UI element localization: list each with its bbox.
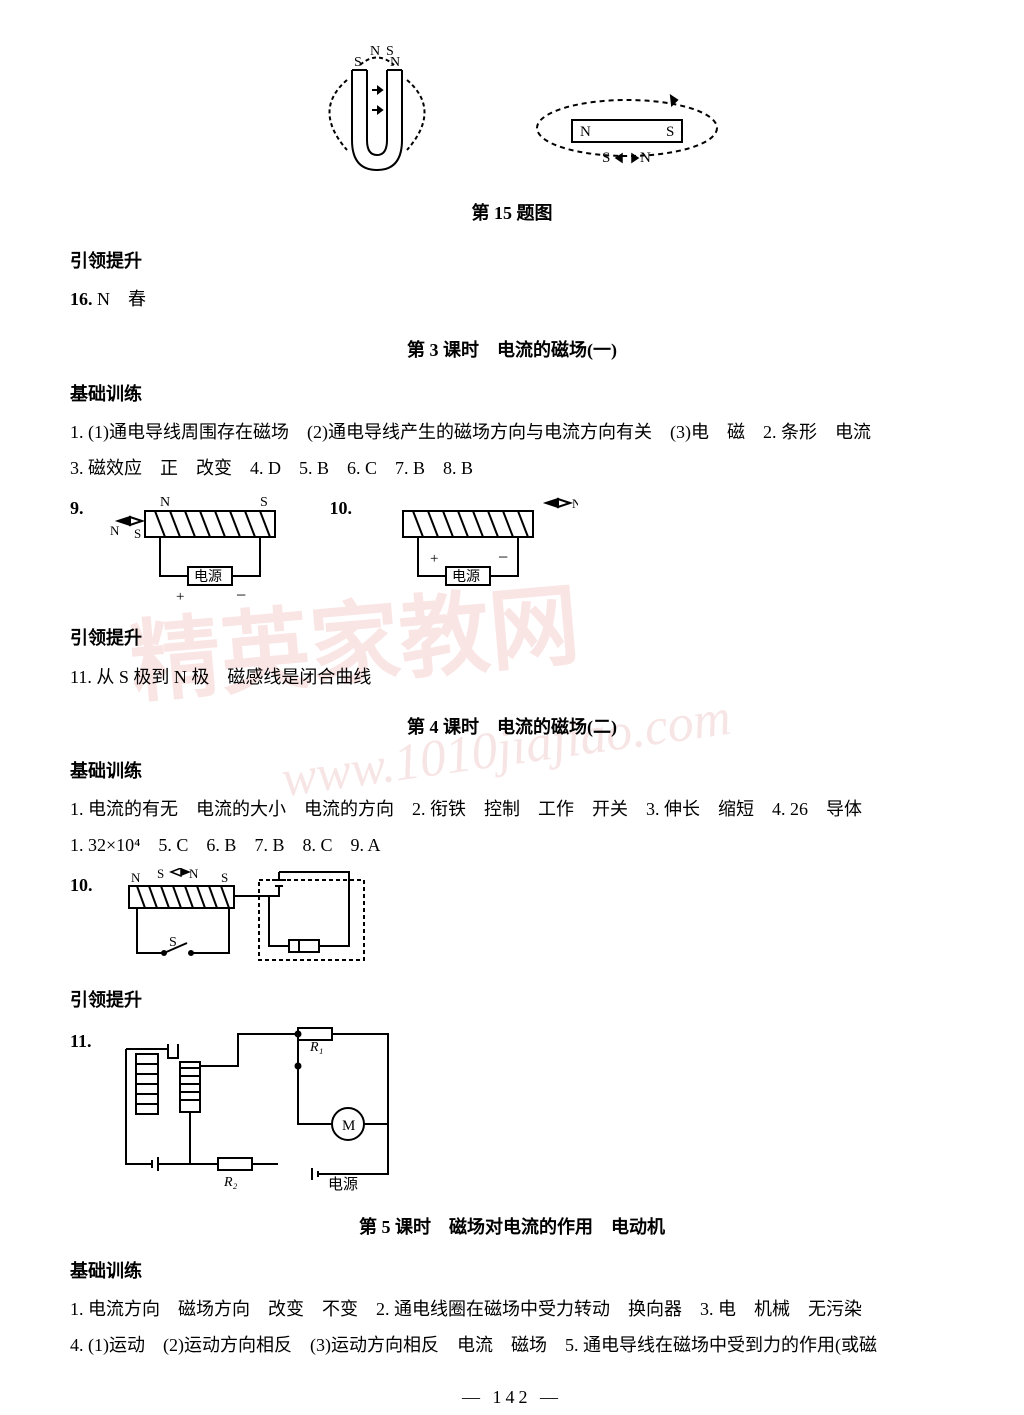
- bar-magnet-diagram: N S S N: [522, 80, 732, 190]
- l4-q10-num: 10.: [70, 868, 93, 902]
- label-n2: N: [370, 44, 380, 59]
- lesson5-title: 第 5 课时 磁场对电流的作用 电动机: [70, 1210, 954, 1244]
- lesson4-diagram: 10.: [70, 868, 954, 973]
- figure-15-row: S N N S N S S N: [70, 40, 954, 190]
- label-m: M: [342, 1118, 355, 1134]
- l4-q11-num: 11.: [70, 1024, 92, 1058]
- answer-16: 16. N 春: [70, 282, 954, 316]
- relay-circuit-10: N S S N S: [119, 868, 379, 973]
- u-magnet-diagram: S N N S: [292, 40, 462, 190]
- lesson5-line1: 1. 电流方向 磁场方向 改变 不变 2. 通电线圈在磁场中受力转动 换向器 3…: [70, 1292, 954, 1326]
- label-r2: R₂: [223, 1175, 238, 1190]
- label-n4: N: [640, 150, 651, 166]
- lesson3-title: 第 3 课时 电流的磁场(一): [70, 333, 954, 367]
- q16-num: 16.: [70, 289, 93, 309]
- sol9-plus: +: [176, 589, 184, 605]
- motor-circuit-11: R₁ R₂ M 电源: [118, 1024, 418, 1194]
- label-power2: 电源: [328, 1176, 358, 1193]
- sol9-n: N: [160, 495, 170, 510]
- sol10-power: 电源: [452, 569, 480, 585]
- lesson3-head: 基础训练: [70, 377, 954, 411]
- q16-text: N 春: [97, 289, 146, 309]
- relay-s: S: [221, 870, 228, 885]
- lesson4-line2: 1. 32×10⁴ 5. C 6. B 7. B 8. C 9. A: [70, 828, 954, 862]
- lesson4-q11-row: 11.: [70, 1024, 954, 1194]
- sol9-minus: −: [236, 585, 246, 605]
- relay-n2: N: [189, 868, 199, 881]
- relay-switch-s: S: [169, 935, 177, 950]
- relay-s2: S: [157, 868, 164, 881]
- relay-n: N: [131, 870, 141, 885]
- page-content: S N N S N S S N 第 15 题图 引领提升 16. N 春: [70, 40, 954, 1415]
- label-s3: S: [666, 124, 674, 140]
- label-n3: N: [580, 124, 591, 140]
- lesson4-line1: 1. 电流的有无 电流的大小 电流的方向 2. 衔铁 控制 工作 开关 3. 伸…: [70, 792, 954, 826]
- lesson5-head: 基础训练: [70, 1254, 954, 1288]
- lesson4-head2: 引领提升: [70, 983, 954, 1017]
- label-s: S: [354, 55, 362, 70]
- sol9-compass-s: S: [134, 526, 141, 541]
- sol9-power: 电源: [194, 569, 222, 585]
- q9-num: 9.: [70, 491, 84, 525]
- lesson3-diagrams: 9. N S N S 电源 + −: [70, 491, 954, 611]
- label-s4: S: [602, 150, 610, 166]
- q10-num: 10.: [330, 491, 353, 525]
- solenoid-10: N 电源 + −: [378, 491, 578, 611]
- sol10-minus: −: [498, 547, 508, 567]
- lesson3-line1: 1. (1)通电导线周围存在磁场 (2)通电导线产生的磁场方向与电流方向有关 (…: [70, 415, 954, 449]
- label-r1: R₁: [309, 1040, 323, 1055]
- figure-15-caption: 第 15 题图: [70, 196, 954, 230]
- lesson5-line2: 4. (1)运动 (2)运动方向相反 (3)运动方向相反 电流 磁场 5. 通电…: [70, 1328, 954, 1362]
- lesson3-q11: 11. 从 S 极到 N 极 磁感线是闭合曲线: [70, 660, 954, 694]
- page-number: — 142 —: [70, 1380, 954, 1414]
- label-s2: S: [386, 44, 394, 59]
- section-head-1: 引领提升: [70, 244, 954, 278]
- sol10-n: N: [572, 496, 578, 511]
- sol9-s: S: [260, 495, 268, 510]
- lesson3-head2: 引领提升: [70, 621, 954, 655]
- lesson3-line2: 3. 磁效应 正 改变 4. D 5. B 6. C 7. B 8. B: [70, 451, 954, 485]
- lesson4-title: 第 4 课时 电流的磁场(二): [70, 710, 954, 744]
- lesson4-head: 基础训练: [70, 754, 954, 788]
- sol10-plus: +: [430, 551, 438, 567]
- sol9-compass-n: N: [110, 523, 120, 538]
- solenoid-9: N S N S 电源 + −: [110, 491, 310, 611]
